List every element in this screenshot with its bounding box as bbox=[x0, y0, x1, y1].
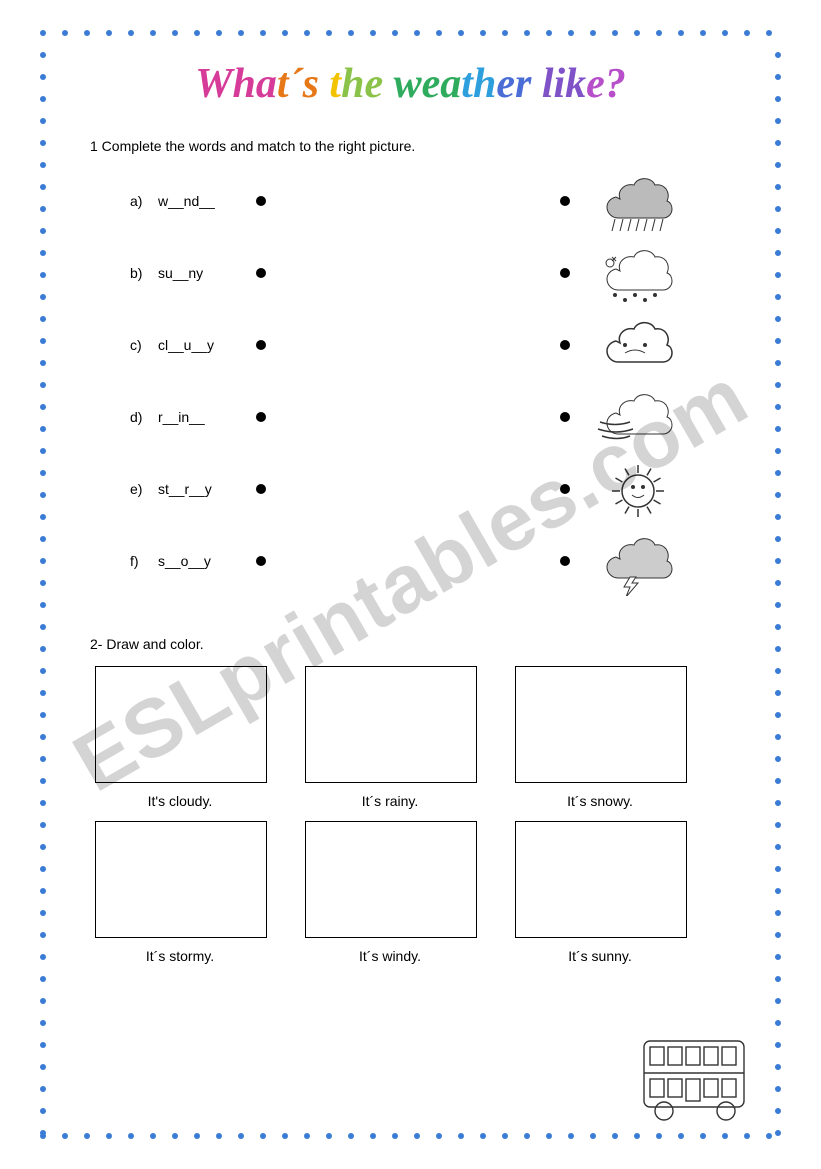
weather-picture-sunny bbox=[590, 459, 685, 519]
draw-box bbox=[95, 821, 267, 938]
draw-box bbox=[95, 666, 267, 783]
picture-bullet bbox=[560, 556, 570, 566]
draw-cell: It´s rainy. bbox=[305, 666, 475, 809]
picture-bullet bbox=[560, 484, 570, 494]
draw-cell: It´s windy. bbox=[305, 821, 475, 964]
page-title: What´s the weather like? bbox=[60, 60, 761, 108]
picture-bullet bbox=[560, 268, 570, 278]
draw-cell: It´s stormy. bbox=[95, 821, 265, 964]
word-item: e)st__r__y bbox=[130, 481, 266, 497]
draw-label: It's cloudy. bbox=[95, 793, 265, 809]
draw-label: It´s snowy. bbox=[515, 793, 685, 809]
word-item: b)su__ny bbox=[130, 265, 266, 281]
draw-label: It´s stormy. bbox=[95, 948, 265, 964]
worksheet-content: What´s the weather like? 1 Complete the … bbox=[60, 50, 761, 1119]
picture-bullet bbox=[560, 340, 570, 350]
word-item: d)r__in__ bbox=[130, 409, 266, 425]
weather-picture-stormy bbox=[590, 531, 685, 591]
bus-icon bbox=[636, 1029, 756, 1124]
picture-bullet bbox=[560, 412, 570, 422]
word-item: c)cl__u__y bbox=[130, 337, 266, 353]
draw-label: It´s windy. bbox=[305, 948, 475, 964]
draw-cell: It´s snowy. bbox=[515, 666, 685, 809]
matching-exercise: a)w__nd__ b)su__ny c)cl__u__y d)r__in__ e)st… bbox=[60, 168, 761, 628]
draw-label: It´s sunny. bbox=[515, 948, 685, 964]
draw-cell: It's cloudy. bbox=[95, 666, 265, 809]
draw-box bbox=[515, 666, 687, 783]
section1-instruction: 1 Complete the words and match to the ri… bbox=[90, 138, 761, 154]
draw-box bbox=[305, 666, 477, 783]
draw-box bbox=[515, 821, 687, 938]
weather-picture-cloudy bbox=[590, 315, 685, 375]
word-item: a)w__nd__ bbox=[130, 193, 266, 209]
weather-picture-rainy bbox=[590, 171, 685, 231]
draw-cell: It´s sunny. bbox=[515, 821, 685, 964]
word-item: f)s__o__y bbox=[130, 553, 266, 569]
draw-label: It´s rainy. bbox=[305, 793, 475, 809]
weather-picture-snowy bbox=[590, 243, 685, 303]
draw-box bbox=[305, 821, 477, 938]
section2-instruction: 2- Draw and color. bbox=[90, 636, 761, 652]
weather-picture-windy bbox=[590, 387, 685, 447]
picture-bullet bbox=[560, 196, 570, 206]
draw-grid: It's cloudy. It´s rainy. It´s snowy. It´s s… bbox=[95, 666, 761, 964]
